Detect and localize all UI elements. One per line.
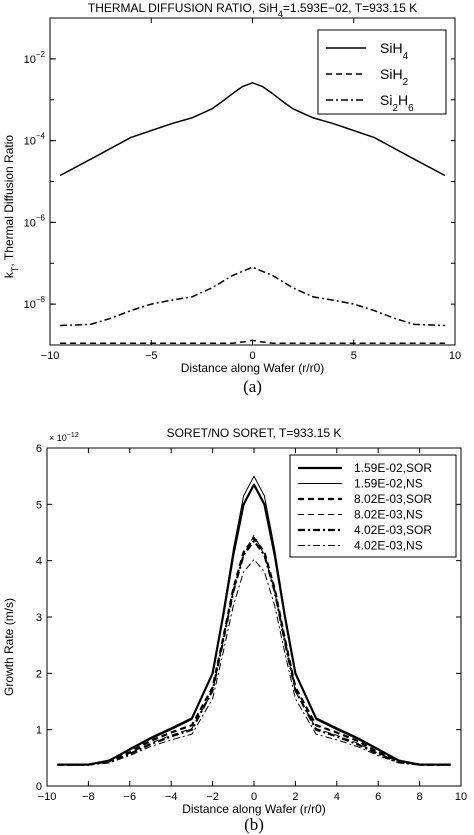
x-tick-label: 6: [375, 791, 381, 803]
series-line: [57, 475, 451, 766]
y-tick-label: 1: [36, 725, 42, 737]
x-tick-label: 0: [251, 791, 257, 803]
x-tick-label: −4: [165, 791, 178, 803]
legend-label: 8.02E-03,NS: [354, 508, 423, 522]
y-axis-label: kT, Thermal Diffusion Ratio: [2, 135, 20, 278]
y-multiplier: × 10−12: [49, 432, 79, 443]
y-tick-label: 4: [36, 556, 42, 568]
legend-box: [317, 29, 447, 115]
legend-label: 8.02E-03,SOR: [354, 492, 432, 506]
legend-box: [289, 454, 457, 558]
x-tick-label: −5: [145, 350, 158, 362]
x-tick-label: −10: [41, 350, 60, 362]
x-axis-label: Distance along Wafer (r/r0): [181, 361, 325, 375]
x-tick-label: −2: [206, 791, 219, 803]
x-tick-label: 0: [249, 350, 255, 362]
series-line-si2h6: [60, 266, 445, 327]
panel-label: (a): [243, 377, 262, 396]
y-tick-label: 10−4: [24, 132, 46, 148]
y-tick-label: 2: [36, 668, 42, 680]
y-tick-label: 10−2: [24, 50, 46, 66]
series-line: [57, 536, 451, 766]
x-tick-label: 4: [334, 791, 340, 803]
legend-label: 1.59E-02,NS: [354, 477, 423, 491]
series-line: [57, 483, 451, 766]
y-tick-label: 10−8: [24, 295, 46, 311]
legend-label: SiH4: [380, 40, 409, 62]
y-tick-label: 6: [36, 443, 42, 455]
chart-title: SORET/NO SORET, T=933.15 K: [167, 426, 342, 440]
series-line: [57, 539, 451, 766]
legend-label: SiH2: [380, 66, 409, 88]
x-axis-label: Distance along Wafer (r/r0): [182, 802, 326, 816]
series-line: [57, 559, 451, 766]
x-tick-label: 8: [417, 791, 423, 803]
y-tick-label: 10−6: [24, 213, 46, 229]
x-tick-label: 10: [455, 791, 467, 803]
series-line-sih2: [60, 339, 445, 345]
x-tick-label: 2: [292, 791, 298, 803]
y-tick-label: 0: [36, 781, 42, 793]
x-tick-label: 5: [351, 350, 357, 362]
y-tick-label: 3: [36, 612, 42, 624]
series-line: [57, 534, 451, 766]
x-tick-label: −6: [124, 791, 137, 803]
series-line-sih4: [59, 82, 446, 177]
y-tick-label: 5: [36, 499, 42, 511]
legend-label: Si2H6: [380, 92, 414, 114]
legend-label: 4.02E-03,NS: [354, 539, 423, 553]
x-tick-label: 10: [449, 350, 461, 362]
panel-label: (b): [244, 815, 264, 834]
legend-label: 1.59E-02,SOR: [354, 461, 432, 475]
x-tick-label: −8: [82, 791, 95, 803]
y-axis-label: Growth Rate (m/s): [2, 598, 16, 696]
legend-label: 4.02E-03,SOR: [354, 523, 432, 537]
chart-b: SORET/NO SORET, T=933.15 K × 10−12 −10 −8 −6…: [2, 426, 467, 834]
chart-a: THERMAL DIFFUSION RATIO, SiH4=1.593E−02,…: [2, 1, 461, 396]
x-tick-label: −10: [38, 791, 57, 803]
chart-title: THERMAL DIFFUSION RATIO, SiH4=1.593E−02,…: [88, 1, 417, 19]
